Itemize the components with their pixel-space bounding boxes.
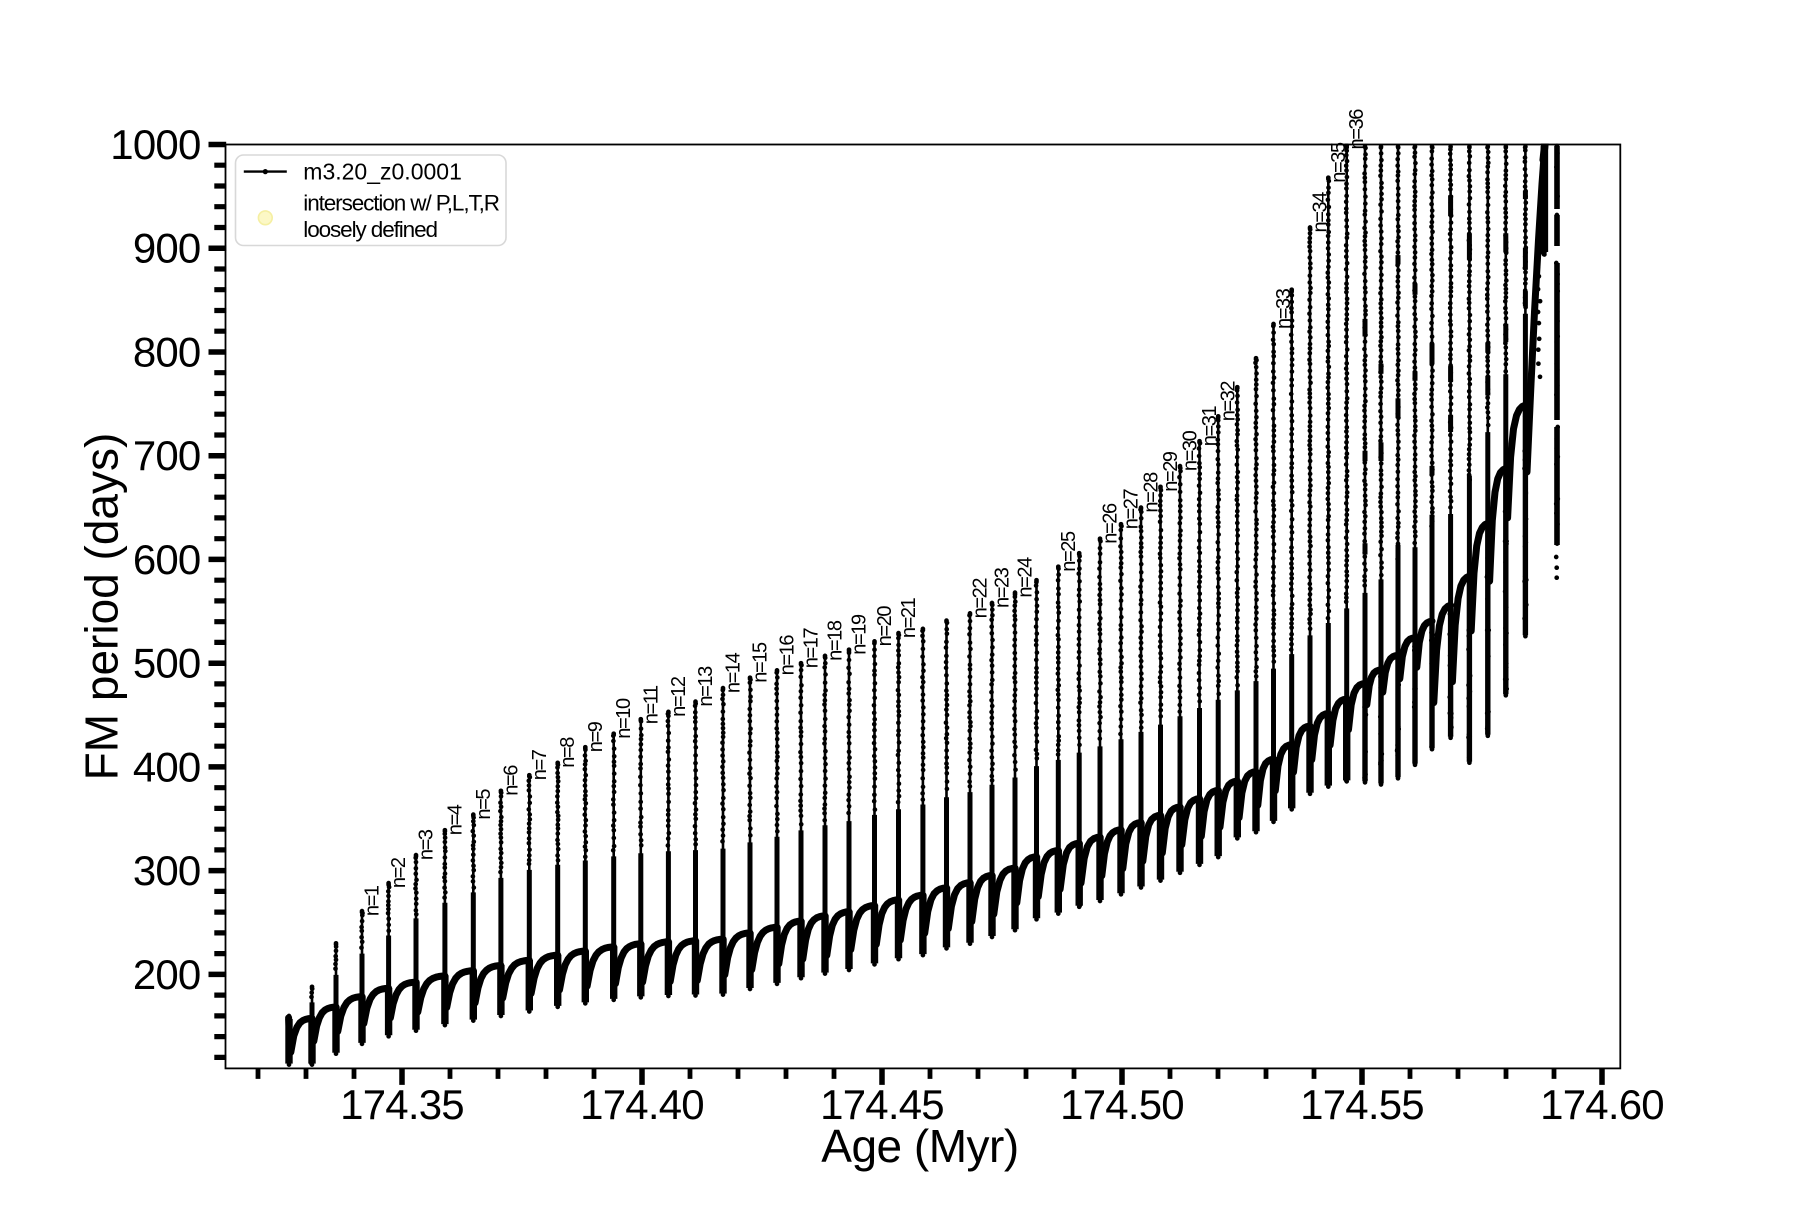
svg-text:n=1: n=1 bbox=[362, 885, 384, 916]
svg-text:n=8: n=8 bbox=[557, 737, 579, 768]
svg-text:n=22: n=22 bbox=[970, 578, 992, 619]
svg-text:n=12: n=12 bbox=[668, 676, 690, 717]
svg-text:200: 200 bbox=[133, 951, 201, 998]
svg-text:174.55: 174.55 bbox=[1300, 1081, 1424, 1128]
svg-text:n=21: n=21 bbox=[898, 597, 920, 638]
svg-text:n=30: n=30 bbox=[1180, 430, 1202, 471]
svg-text:n=14: n=14 bbox=[723, 652, 745, 693]
svg-text:n=4: n=4 bbox=[444, 804, 466, 835]
svg-text:400: 400 bbox=[133, 743, 201, 790]
svg-text:n=18: n=18 bbox=[825, 620, 847, 661]
svg-text:174.35: 174.35 bbox=[340, 1081, 464, 1128]
svg-text:n=6: n=6 bbox=[500, 765, 522, 796]
svg-text:500: 500 bbox=[133, 640, 201, 687]
svg-text:n=35: n=35 bbox=[1328, 142, 1350, 183]
svg-text:n=10: n=10 bbox=[613, 698, 635, 739]
svg-text:1000: 1000 bbox=[110, 121, 200, 168]
svg-text:n=34: n=34 bbox=[1310, 192, 1332, 233]
svg-text:n=27: n=27 bbox=[1121, 488, 1143, 529]
svg-text:n=32: n=32 bbox=[1218, 381, 1240, 422]
svg-text:n=28: n=28 bbox=[1141, 472, 1163, 513]
svg-text:m3.20_z0.0001: m3.20_z0.0001 bbox=[303, 158, 462, 184]
svg-text:800: 800 bbox=[133, 329, 201, 376]
svg-text:174.45: 174.45 bbox=[820, 1081, 944, 1128]
svg-text:n=13: n=13 bbox=[695, 666, 717, 707]
svg-text:loosely defined: loosely defined bbox=[303, 217, 437, 242]
svg-text:900: 900 bbox=[133, 225, 201, 272]
svg-text:n=16: n=16 bbox=[777, 635, 799, 676]
svg-text:n=15: n=15 bbox=[750, 642, 772, 683]
svg-text:n=29: n=29 bbox=[1160, 451, 1182, 492]
svg-text:FM period (days): FM period (days) bbox=[76, 433, 128, 781]
svg-text:174.60: 174.60 bbox=[1540, 1081, 1664, 1128]
svg-text:n=36: n=36 bbox=[1346, 109, 1368, 150]
svg-text:n=5: n=5 bbox=[473, 789, 495, 820]
svg-text:n=31: n=31 bbox=[1199, 405, 1221, 446]
svg-text:300: 300 bbox=[133, 847, 201, 894]
svg-text:n=24: n=24 bbox=[1015, 557, 1037, 598]
svg-text:n=7: n=7 bbox=[529, 749, 551, 780]
svg-text:n=26: n=26 bbox=[1100, 503, 1122, 544]
svg-text:700: 700 bbox=[133, 432, 201, 479]
svg-text:n=3: n=3 bbox=[416, 829, 438, 860]
svg-text:174.40: 174.40 bbox=[580, 1081, 704, 1128]
svg-text:n=20: n=20 bbox=[874, 606, 896, 647]
svg-text:600: 600 bbox=[133, 536, 201, 583]
svg-text:n=33: n=33 bbox=[1273, 288, 1295, 329]
svg-text:n=25: n=25 bbox=[1058, 531, 1080, 572]
svg-text:n=19: n=19 bbox=[849, 614, 871, 655]
svg-text:n=2: n=2 bbox=[388, 857, 410, 888]
svg-text:n=9: n=9 bbox=[585, 721, 607, 752]
svg-text:n=23: n=23 bbox=[992, 567, 1014, 608]
svg-text:Age (Myr): Age (Myr) bbox=[821, 1120, 1018, 1172]
svg-text:174.50: 174.50 bbox=[1060, 1081, 1184, 1128]
svg-text:n=11: n=11 bbox=[640, 685, 662, 724]
svg-text:n=17: n=17 bbox=[801, 627, 823, 668]
svg-text:intersection w/ P,L,T,R: intersection w/ P,L,T,R bbox=[303, 191, 499, 216]
